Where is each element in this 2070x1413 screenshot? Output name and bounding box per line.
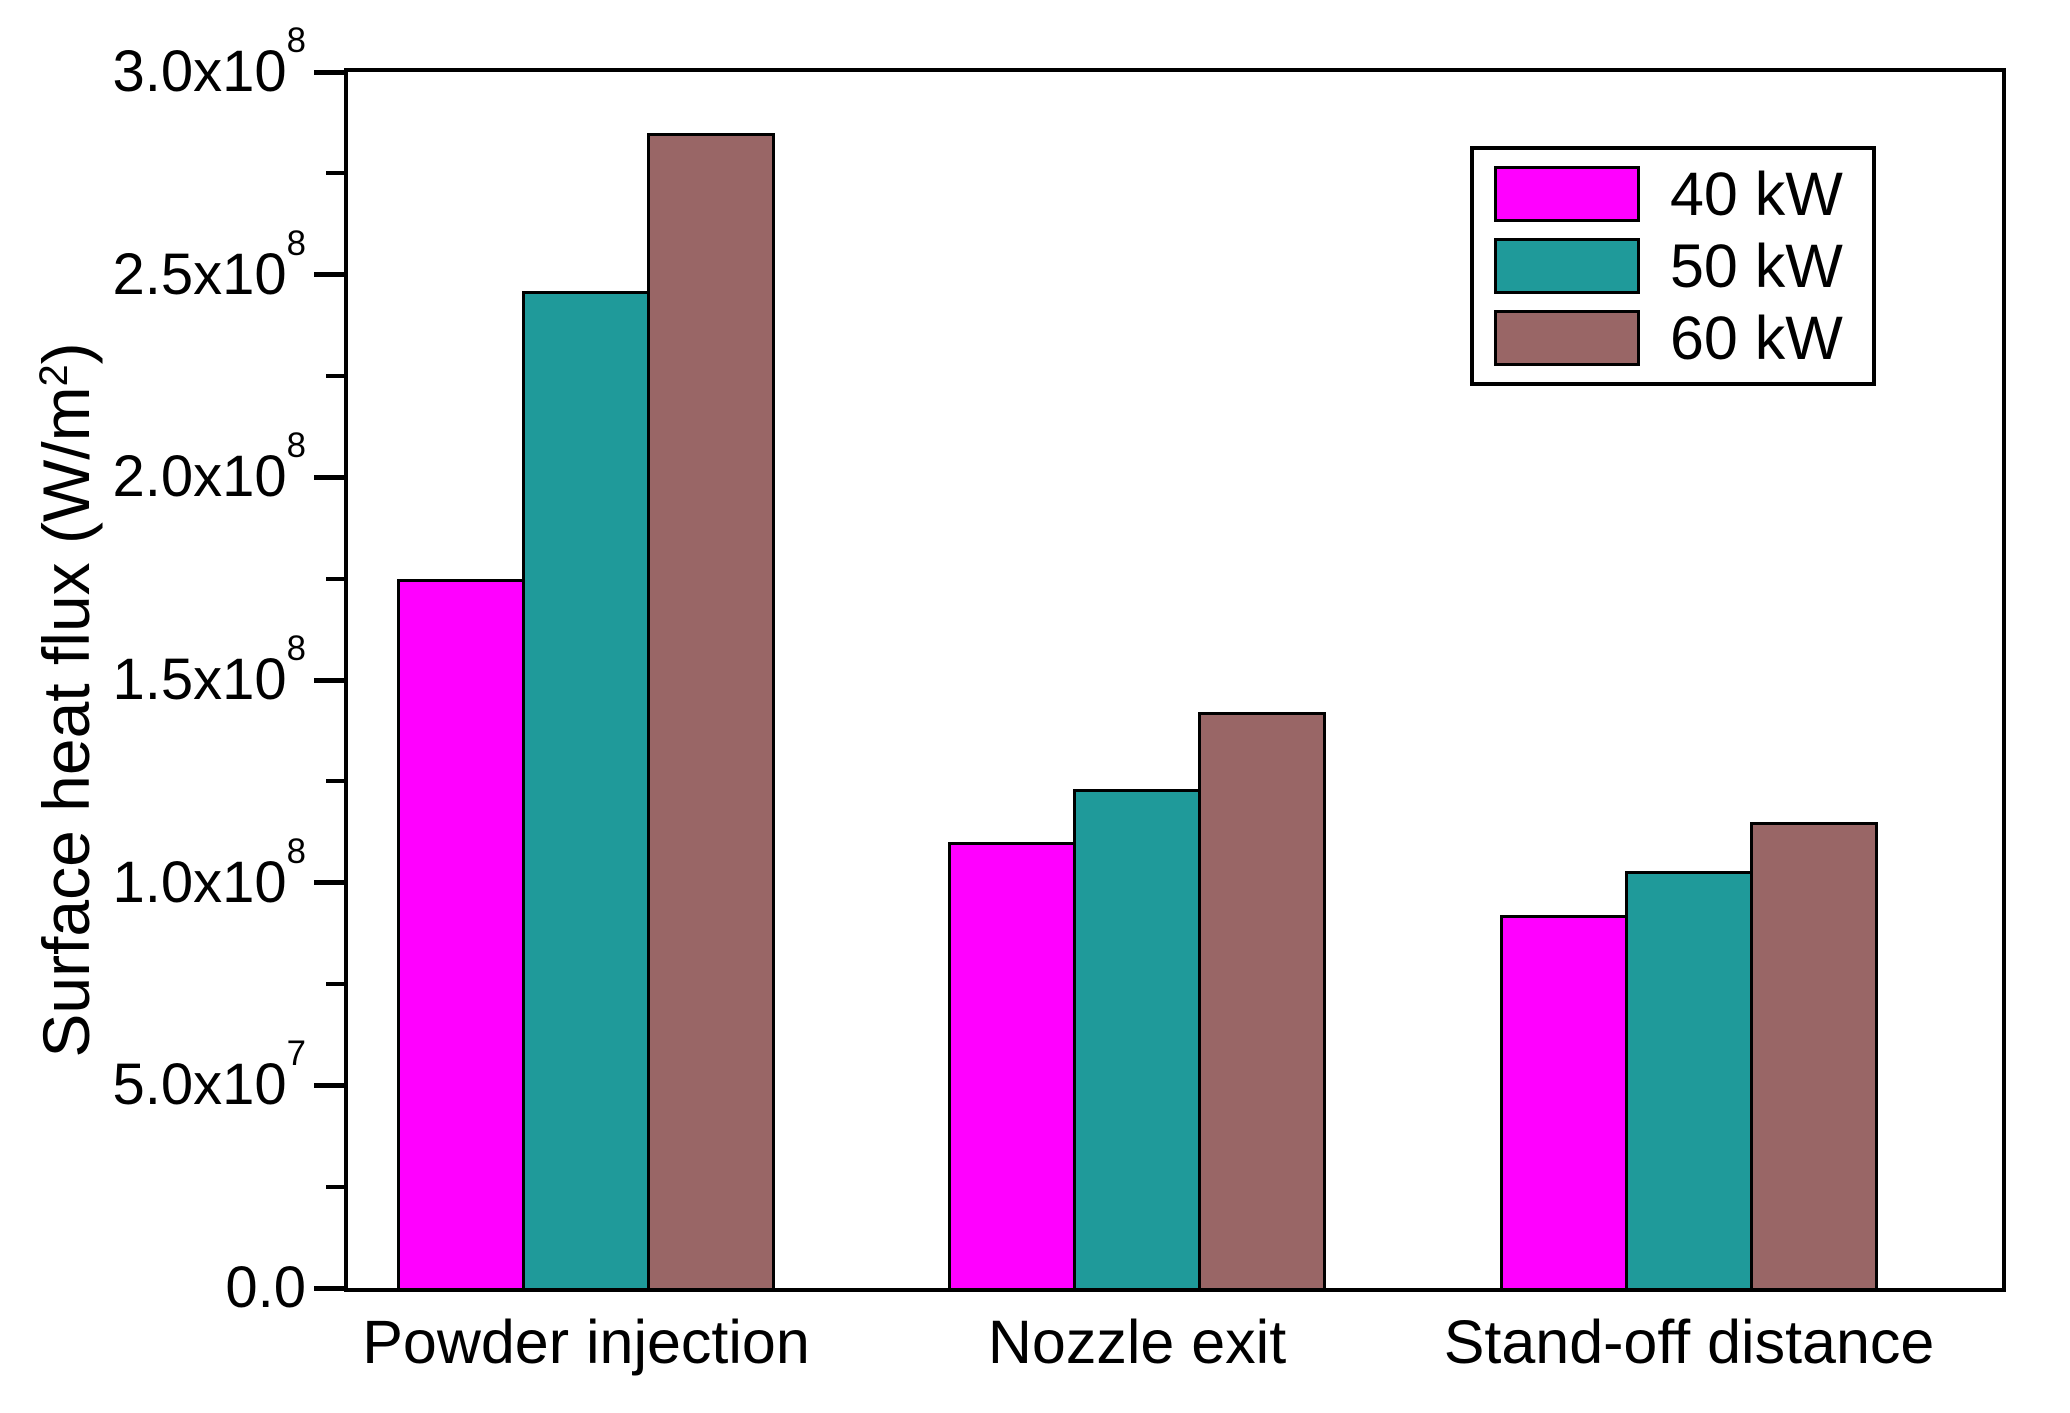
- y-axis-title-suffix: ): [29, 342, 103, 365]
- legend-swatch-50kw: [1494, 238, 1640, 294]
- y-minor-tick: [326, 1185, 344, 1189]
- y-minor-tick: [326, 779, 344, 783]
- y-minor-tick: [326, 577, 344, 581]
- bars-layer: [348, 72, 2002, 1288]
- y-tick-label: 1.0x108: [112, 831, 306, 915]
- legend-swatch-40kw: [1494, 166, 1640, 222]
- bar-stand-off-distance-60-kw: [1749, 822, 1878, 1288]
- y-major-tick: [314, 70, 344, 75]
- legend-label-50kw: 50 kW: [1670, 232, 1843, 300]
- y-major-tick: [314, 1286, 344, 1291]
- legend: 40 kW 50 kW 60 kW: [1470, 146, 1876, 386]
- plot-area: 40 kW 50 kW 60 kW: [314, 68, 2006, 1292]
- x-category-label-stand-off-distance: Stand-off distance: [1443, 1308, 1935, 1376]
- legend-item-40kw: 40 kW: [1494, 162, 1872, 226]
- y-axis-ticks: [314, 70, 2002, 1291]
- bar-stand-off-distance-40-kw: [1499, 915, 1628, 1288]
- bar-nozzle-exit-60-kw: [1198, 712, 1327, 1288]
- bar-powder-injection-40-kw: [397, 579, 525, 1288]
- legend-swatch-60kw: [1494, 310, 1640, 366]
- y-tick-label: 5.0x107: [112, 1033, 306, 1117]
- bar-stand-off-distance-50-kw: [1624, 871, 1753, 1288]
- y-major-tick: [314, 880, 344, 885]
- y-tick-label: 2.5x108: [112, 223, 306, 307]
- y-minor-tick: [326, 982, 344, 986]
- legend-item-60kw: 60 kW: [1494, 306, 1872, 370]
- bar-nozzle-exit-40-kw: [948, 842, 1077, 1288]
- y-major-tick: [314, 1083, 344, 1088]
- y-major-tick: [314, 678, 344, 683]
- y-minor-tick: [326, 171, 344, 175]
- y-tick-label: 1.5x108: [112, 628, 306, 712]
- legend-item-50kw: 50 kW: [1494, 234, 1872, 298]
- bar-nozzle-exit-50-kw: [1073, 789, 1202, 1288]
- legend-label-60kw: 60 kW: [1670, 304, 1843, 372]
- x-category-label-powder-injection: Powder injection: [362, 1308, 810, 1376]
- bar-powder-injection-60-kw: [647, 133, 775, 1288]
- y-minor-tick: [326, 374, 344, 378]
- y-tick-label: 3.0x108: [112, 20, 306, 104]
- legend-label-40kw: 40 kW: [1670, 160, 1843, 228]
- y-major-tick: [314, 475, 344, 480]
- x-category-label-nozzle-exit: Nozzle exit: [987, 1308, 1287, 1376]
- y-major-tick: [314, 272, 344, 277]
- y-axis-title-superscript: 2: [32, 364, 77, 387]
- bar-powder-injection-50-kw: [522, 291, 650, 1288]
- y-tick-label: 0.0: [225, 1255, 306, 1320]
- y-tick-label: 2.0x108: [112, 425, 306, 509]
